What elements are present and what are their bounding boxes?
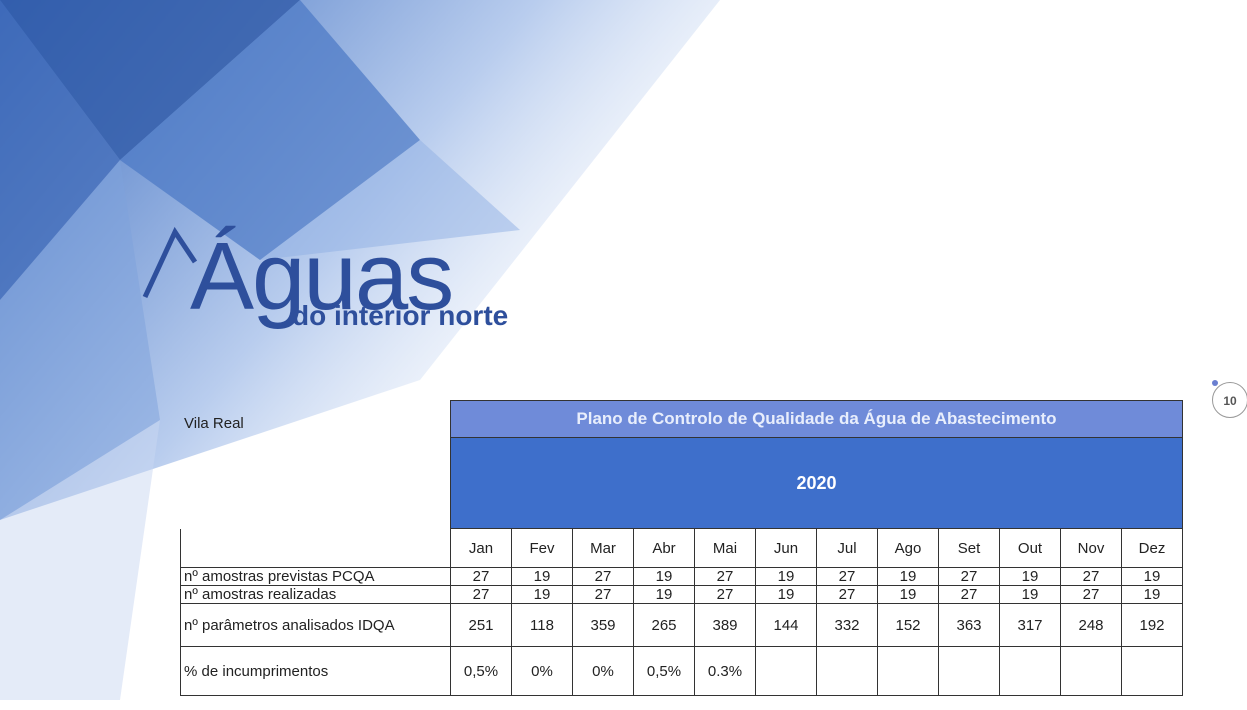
quality-table: Plano de Controlo de Qualidade da Água d… [180, 400, 1183, 696]
month-header: Jun [755, 528, 817, 568]
data-cell: 144 [755, 603, 817, 647]
data-cell: 19 [1121, 567, 1183, 586]
row-label: nº amostras previstas PCQA [180, 567, 451, 586]
month-header: Set [938, 528, 1000, 568]
data-cell: 265 [633, 603, 695, 647]
month-header: Jul [816, 528, 878, 568]
data-cell: 0% [572, 646, 634, 696]
data-cell: 27 [1060, 585, 1122, 604]
data-cell: 0,5% [450, 646, 512, 696]
month-header: Ago [877, 528, 939, 568]
data-cell: 19 [999, 585, 1061, 604]
month-header: Abr [633, 528, 695, 568]
month-header: Nov [1060, 528, 1122, 568]
data-cell: 27 [694, 567, 756, 586]
data-cell: 27 [1060, 567, 1122, 586]
data-cell: 251 [450, 603, 512, 647]
data-cell: 19 [511, 585, 573, 604]
data-cell [1121, 646, 1183, 696]
data-cell: 192 [1121, 603, 1183, 647]
data-cell: 248 [1060, 603, 1122, 647]
data-cell: 389 [694, 603, 756, 647]
row-label: nº amostras realizadas [180, 585, 451, 604]
month-header: Out [999, 528, 1061, 568]
data-cell: 19 [633, 585, 695, 604]
row-label: nº parâmetros analisados IDQA [180, 603, 451, 647]
table-title: Plano de Controlo de Qualidade da Água d… [450, 400, 1183, 438]
data-cell: 19 [755, 585, 817, 604]
month-header: Dez [1121, 528, 1183, 568]
data-cell [999, 646, 1061, 696]
data-cell: 27 [816, 567, 878, 586]
data-cell: 27 [572, 585, 634, 604]
data-cell: 19 [633, 567, 695, 586]
data-cell: 27 [816, 585, 878, 604]
data-cell [1060, 646, 1122, 696]
page-number: 10 [1212, 382, 1247, 418]
data-cell: 359 [572, 603, 634, 647]
data-row: % de incumprimentos 0,5% 0% 0% 0,5% 0.3% [180, 646, 1183, 696]
data-cell [938, 646, 1000, 696]
data-cell: 27 [450, 585, 512, 604]
location: Vila Real [184, 415, 244, 432]
data-cell [755, 646, 817, 696]
data-cell: 363 [938, 603, 1000, 647]
data-cell [816, 646, 878, 696]
data-cell: 19 [511, 567, 573, 586]
logo-tagline: do interior norte [292, 300, 509, 331]
data-cell: 19 [755, 567, 817, 586]
data-cell: 0,5% [633, 646, 695, 696]
data-cell: 19 [877, 567, 939, 586]
data-cell: 27 [694, 585, 756, 604]
data-cell: 118 [511, 603, 573, 647]
data-row: nº amostras realizadas 27 19 27 19 27 19 27 19 27… [180, 585, 1183, 604]
data-cell: 317 [999, 603, 1061, 647]
month-header: Fev [511, 528, 573, 568]
data-row: nº amostras previstas PCQA 27 19 27 19 27 19 27… [180, 567, 1183, 586]
data-cell: 19 [999, 567, 1061, 586]
data-cell: 19 [877, 585, 939, 604]
logo-mark [142, 226, 198, 299]
logo-name: Águas [190, 223, 454, 330]
table-year: 2020 [450, 437, 1183, 529]
data-cell: 0% [511, 646, 573, 696]
data-cell: 19 [1121, 585, 1183, 604]
data-cell: 332 [816, 603, 878, 647]
row-label: % de incumprimentos [180, 646, 451, 696]
data-cell: 27 [450, 567, 512, 586]
data-cell: 27 [938, 567, 1000, 586]
data-cell: 27 [572, 567, 634, 586]
data-cell: 152 [877, 603, 939, 647]
month-row: Jan Fev Mar Abr Mai Jun Jul Ago Set Out Nov Dez [180, 528, 1183, 568]
data-cell [877, 646, 939, 696]
month-header: Mai [694, 528, 756, 568]
month-header: Jan [450, 528, 512, 568]
month-header: Mar [572, 528, 634, 568]
data-cell: 27 [938, 585, 1000, 604]
data-row: nº parâmetros analisados IDQA 251 118 359 26… [180, 603, 1183, 647]
background [0, 0, 720, 700]
page-dot [1212, 380, 1218, 386]
corner-cell [180, 528, 451, 568]
data-cell: 0.3% [694, 646, 756, 696]
